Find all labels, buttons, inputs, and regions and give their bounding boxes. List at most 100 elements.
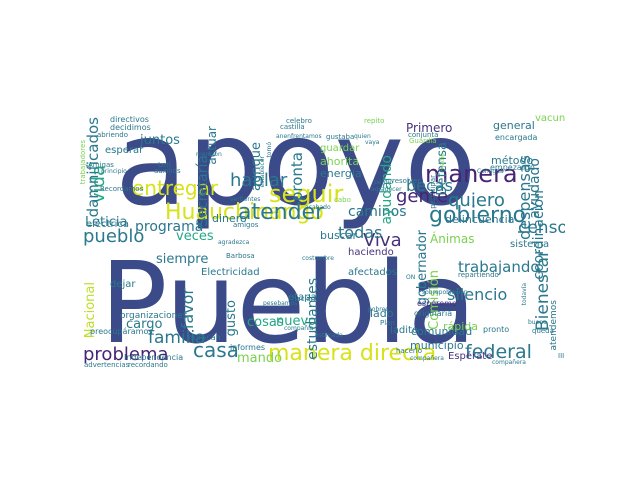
word-w01: apoyo [115,110,477,232]
word-w119: agradezca [218,239,250,246]
word-w99: huracán [188,333,221,342]
word-w02: Puebla [100,239,477,369]
word-w129: nadie [439,153,446,170]
word-w93: repartiendo [458,271,499,279]
word-w43: cargo [126,317,163,332]
word-w67: lado [370,307,394,320]
word-w126: principio [101,168,127,175]
word-w84: castilla [280,123,305,131]
word-w06: gobierno [429,203,527,228]
word-w103: advertencias [84,361,130,369]
word-w127: Conagua [477,168,504,175]
word-w78: encargada [495,133,538,142]
word-w36: favor [178,288,197,330]
word-w57: comunidad [411,325,473,338]
word-w139: todavía [521,283,528,306]
word-w53: Primero [406,121,453,135]
word-w104: recordando [128,361,168,369]
word-w16: familia [148,328,206,348]
word-w87: repito [364,117,385,125]
word-w35: juntos [140,133,180,148]
word-w138: acabado [305,204,331,211]
word-w136: compañera [492,359,526,366]
word-cloud: apoyo Puebla Huauchinango seguir manera gobie… [80,110,565,370]
word-w89: resolver [392,177,421,185]
word-w21: todas [338,223,383,242]
word-w108: Leti [158,161,171,169]
word-w117: costumbre [302,255,334,262]
word-w15: Viva [363,230,402,251]
word-w71: Electricidad [201,267,260,278]
word-w134: mención [196,151,222,158]
word-w54: método [491,154,534,167]
word-w81: decidimos [110,123,151,132]
word-w101: hacerlo [396,347,422,355]
word-w95: pronto [483,325,510,334]
word-w109: amigos [233,221,259,229]
word-w112: estimada [315,332,343,339]
word-w94: compañera [410,355,444,362]
word-w83: celebro [286,117,312,125]
word-w56: delincuencia [445,213,515,226]
word-w118: Barbosa [226,252,255,260]
word-w20: trabajando [458,258,540,276]
word-w64: buscar [320,229,357,242]
word-w133: cabo [334,196,351,204]
word-w100: informes [230,343,266,352]
word-w74: esperar [105,145,144,156]
word-w76: vacunar [535,113,565,124]
word-w102: Independencia [124,353,184,362]
word-w60: Espérate [448,351,493,362]
word-w19: silencio [447,285,508,304]
word-w122: quien [354,133,371,140]
word-w39: siempre [156,252,209,267]
word-w120: sobrepoblación [422,289,468,296]
word-w105: Amigas [88,161,114,169]
word-w12: hablar [230,170,288,191]
word-w59: rápida [443,320,479,333]
word-w42: nuevo [276,314,317,329]
word-w86: Guardia [409,137,437,145]
word-w96: queda [532,327,554,335]
word-w77: atendemos [549,300,559,351]
word-w55: general [493,119,535,132]
word-w106: Recordamos [100,185,144,193]
word-w92: espéreme [417,299,457,308]
word-w111: compañía [284,325,314,332]
word-w48: mandó [237,351,283,366]
word-w11: atender [238,200,325,225]
word-w09: federal [465,341,532,363]
word-w137: pesebamos [263,300,298,307]
word-w130: bueno [528,319,547,326]
word-w44: estudiantes [305,278,321,360]
word-w114: Plan [380,319,395,327]
word-w125: trabajadores [80,140,87,185]
word-w24: caminos [348,204,407,220]
word-w65: haciendo [348,247,394,258]
word-w82: abriendo [97,131,129,139]
word-w73: dejar [110,279,136,290]
word-w04: seguir [269,180,344,208]
word-w14: gente [396,186,449,207]
word-w80: directivos [110,115,149,124]
word-w98: preocupáramos [90,327,153,336]
word-w113: pobres [368,306,389,313]
word-w107: auxilios [154,167,181,175]
word-w115: agradecer [371,186,402,193]
word-w72: eléctrica [86,219,130,230]
word-w128: III [558,352,565,360]
word-w40: veces [176,229,214,244]
word-w13: quiero [448,190,505,211]
word-w05: manera [425,160,518,188]
word-w90: participar [429,175,437,209]
word-w88: gustaba [326,133,355,141]
word-w23: becas [406,176,453,195]
word-w03: Huauchinango [165,200,324,225]
word-w49: gusto [224,300,239,337]
word-w66: afectados [348,267,398,278]
word-w69: dinero [212,212,247,225]
word-w08: problema [83,344,169,365]
word-w25: programa [135,219,204,235]
word-w121: anenfrentamos [276,133,322,140]
word-w123: tomó [266,142,273,158]
